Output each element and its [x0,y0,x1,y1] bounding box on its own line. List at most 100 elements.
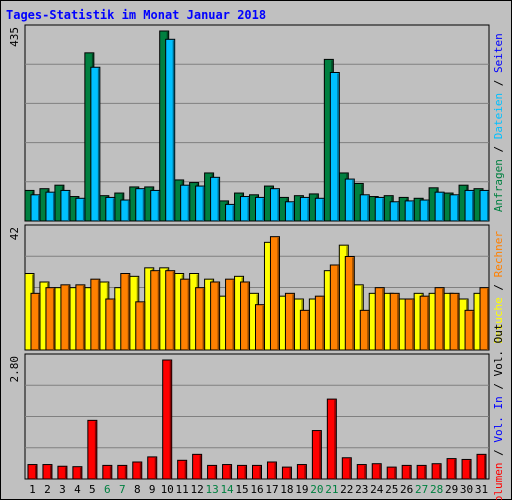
bar-volumen-day-31 [476,453,487,480]
x-tick-label-day-21: 21 [325,483,338,496]
bar-shade-volumen-day-12 [199,455,202,479]
series-legend-volume: Volumen / Vol. In / Vol. Out [492,323,505,500]
bar-dateien-day-3 [60,189,71,222]
bar-dateien-day-5 [90,66,101,222]
bar-volumen-day-5 [87,419,98,480]
bar-shade-dateien-day-17 [277,189,279,221]
bar-shade-volumen-day-24 [379,464,381,479]
bar-shade-dateien-day-28 [442,193,444,221]
bar-shade-volumen-day-4 [79,467,82,479]
bar-rechner-day-7 [120,273,131,351]
bar-shade-dateien-day-26 [412,201,414,221]
legend-separator: / [492,277,505,297]
x-tick-label-day-31: 31 [475,483,488,496]
bar-shade-volumen-day-28 [439,464,441,479]
bar-shade-volumen-day-9 [154,457,157,479]
bar-shade-dateien-day-22 [352,180,354,221]
bar-volumen-day-20 [311,430,322,480]
bar-shade-volumen-day-8 [139,463,142,479]
bar-rechner-day-13 [210,281,221,351]
bar-shade-rechner-day-20 [322,297,324,350]
bar-shade-dateien-day-2 [52,193,55,221]
bar-dateien-day-6 [105,196,116,222]
legend-item-dateien: Dateien [492,93,505,139]
bar-dateien-day-7 [120,199,131,222]
x-tick-label-day-15: 15 [235,483,248,496]
bar-shade-volumen-day-29 [454,459,456,479]
bar-dateien-day-23 [359,194,370,222]
bar-dateien-day-15 [240,196,251,222]
bar-shade-rechner-day-6 [112,300,115,350]
bar-rechner-day-2 [45,287,56,351]
x-tick-label-day-10: 10 [161,483,174,496]
bar-dateien-day-8 [135,188,146,222]
bar-shade-dateien-day-19 [307,198,309,221]
bar-shade-volumen-day-17 [274,463,276,479]
bar-shade-dateien-day-5 [97,68,100,222]
bar-dateien-day-9 [150,189,161,222]
bar-volumen-day-2 [42,464,53,480]
bar-shade-volumen-day-10 [169,361,172,479]
bar-rechner-day-3 [60,284,71,351]
bar-shade-dateien-day-12 [202,187,205,221]
bar-rechner-day-1 [30,292,41,351]
bar-shade-rechner-day-30 [472,311,474,350]
bar-dateien-day-25 [389,201,400,222]
bar-volumen-day-24 [371,463,382,480]
bar-dateien-day-4 [75,197,86,222]
bar-dateien-day-22 [344,178,355,222]
bar-shade-volumen-day-22 [349,458,351,479]
bar-rechner-day-20 [314,295,325,351]
bar-shade-dateien-day-31 [487,191,489,221]
bar-shade-volumen-day-25 [394,468,396,479]
bar-shade-rechner-day-22 [352,257,354,350]
x-tick-label-day-20: 20 [310,483,323,496]
bar-rechner-day-27 [419,295,430,351]
bar-shade-rechner-day-14 [232,280,235,350]
y-max-label-volume: 2.80 [8,356,21,383]
bar-shade-dateien-day-10 [172,40,175,221]
bar-rechner-day-15 [240,281,251,351]
bar-volumen-day-3 [57,465,68,480]
bar-dateien-day-12 [195,185,206,222]
legend-item-besuche: Besuche [492,297,505,343]
x-tick-label-day-30: 30 [460,483,473,496]
bar-rechner-day-8 [135,301,146,351]
bar-volumen-day-25 [386,466,397,480]
bar-shade-volumen-day-27 [424,466,426,479]
x-tick-label-day-12: 12 [191,483,204,496]
bar-volumen-day-15 [237,464,248,480]
bar-shade-volumen-day-31 [484,455,486,479]
bar-shade-volumen-day-23 [364,465,366,479]
bar-shade-volumen-day-7 [124,466,127,479]
x-tick-label-day-24: 24 [370,483,384,496]
x-tick-label-day-5: 5 [89,483,96,496]
x-tick-label-day-1: 1 [29,483,36,496]
bar-rechner-day-22 [344,256,355,351]
bar-shade-rechner-day-9 [157,271,160,350]
bar-rechner-day-11 [180,278,191,351]
bar-dateien-day-2 [45,191,56,222]
bar-volumen-day-21 [326,398,337,480]
x-tick-label-day-2: 2 [44,483,51,496]
bar-dateien-day-21 [329,71,340,222]
bar-volumen-day-27 [416,464,427,480]
bar-shade-rechner-day-12 [202,288,205,350]
bar-dateien-day-14 [225,203,236,222]
x-tick-label-day-23: 23 [355,483,368,496]
legend-separator: / [492,139,505,159]
bar-volumen-day-26 [401,464,412,480]
bar-dateien-day-28 [434,191,445,222]
bar-volumen-day-11 [177,459,188,480]
x-tick-label-day-9: 9 [149,483,156,496]
bar-volumen-day-6 [102,464,113,480]
legend-item-seiten: Seiten [492,33,505,73]
bar-shade-volumen-day-26 [409,466,411,479]
bar-shade-volumen-day-15 [244,466,247,479]
x-tick-label-day-14: 14 [220,483,234,496]
bar-volumen-day-18 [281,466,292,480]
bar-rechner-day-28 [434,287,445,351]
bar-shade-rechner-day-15 [247,283,250,350]
bar-shade-volumen-day-14 [229,465,232,479]
